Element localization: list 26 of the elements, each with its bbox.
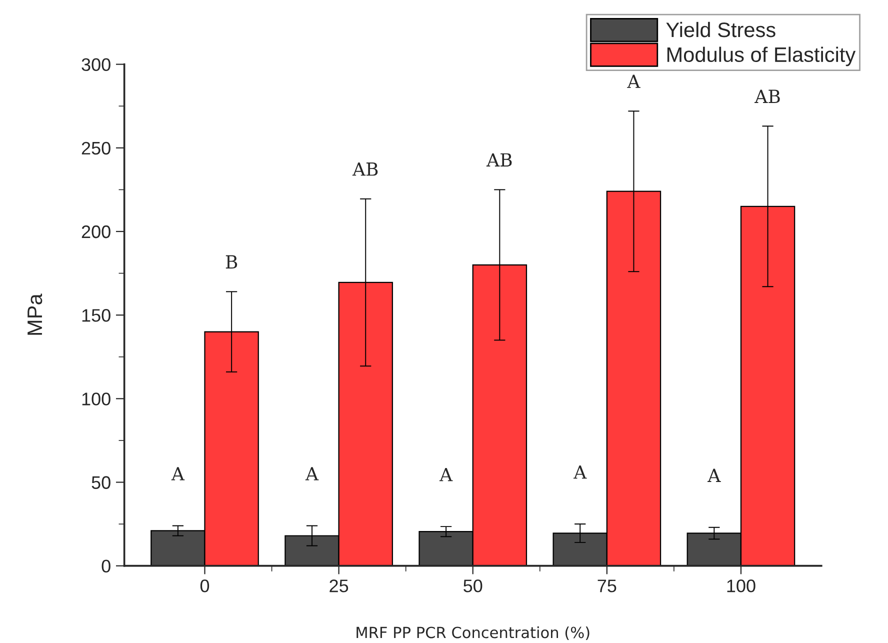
y-tick-label: 150 <box>82 309 110 322</box>
legend-label: Yield Stress <box>666 22 776 38</box>
annotation: AB <box>754 90 780 103</box>
annotation: AB <box>352 162 378 176</box>
y-tick-label: 0 <box>102 560 110 573</box>
x-tick-label: 50 <box>464 580 482 592</box>
y-tick-label: 300 <box>82 58 110 72</box>
x-tick-label: 100 <box>727 580 756 592</box>
annotation: A <box>573 465 587 479</box>
annotation: A <box>305 467 319 480</box>
y-axis-title: MPa <box>28 294 42 335</box>
annotation: A <box>171 467 185 480</box>
annotation: A <box>708 468 721 482</box>
y-tick-label: 250 <box>82 142 110 155</box>
legend-label: Modulus of Elasticity <box>667 46 856 66</box>
y-tick-label: 100 <box>82 392 110 406</box>
x-tick-label: 25 <box>330 580 348 592</box>
y-tick-label: 50 <box>92 476 110 489</box>
y-tick-label: 200 <box>82 225 110 238</box>
annotation: A <box>627 74 640 88</box>
annotation: B <box>226 255 238 268</box>
x-tick-label: 0 <box>200 580 210 592</box>
annotation: A <box>439 468 453 482</box>
x-axis-title: MRF PP PCR Concentration (%) <box>356 626 590 640</box>
x-tick-label: 75 <box>598 580 616 592</box>
annotation: AB <box>486 153 512 166</box>
